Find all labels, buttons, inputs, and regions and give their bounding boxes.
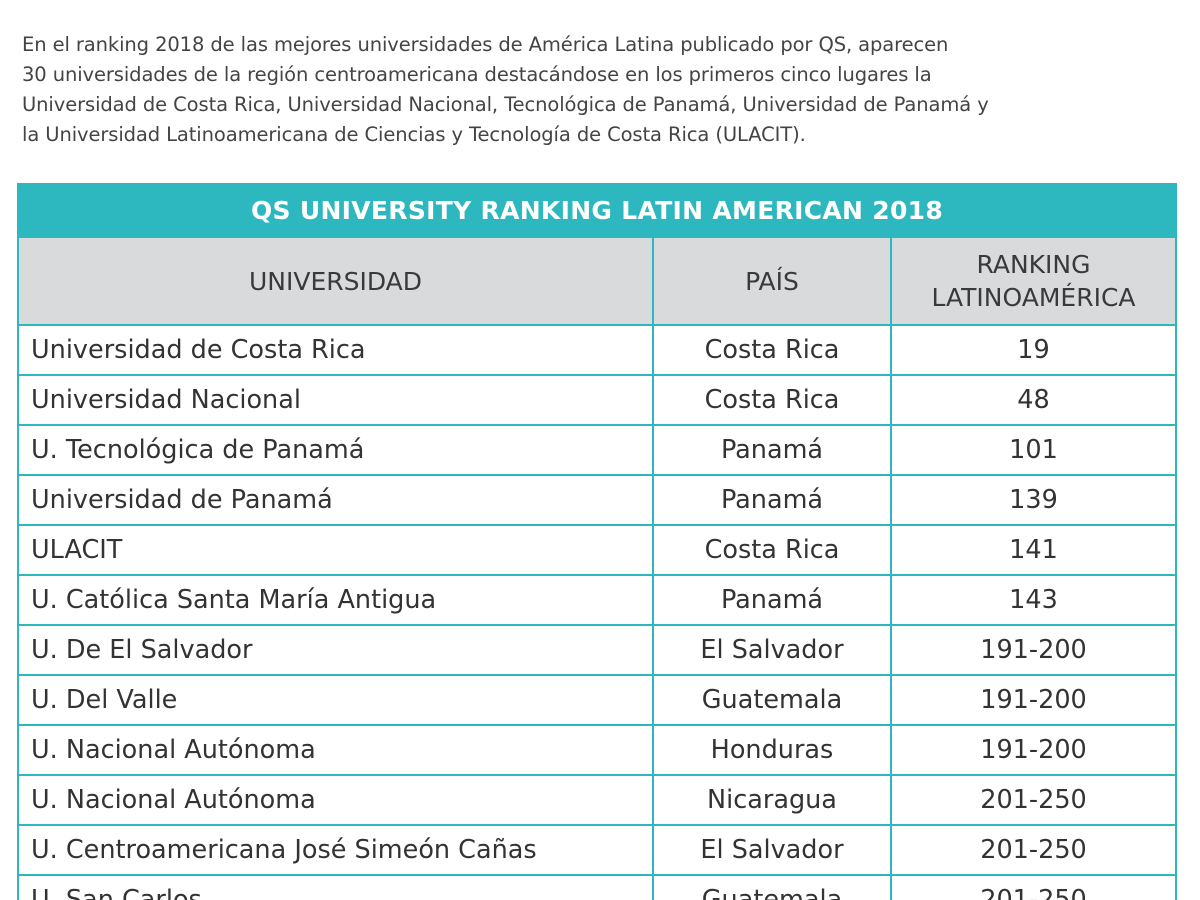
rank-cell: 143 [889, 574, 1178, 626]
table-row: U. Católica Santa María Antigua Panamá 1… [17, 574, 1178, 626]
intro-line: la Universidad Latinoamericana de Cienci… [22, 123, 806, 146]
country-cell: Panamá [652, 574, 892, 626]
rank-cell: 201-250 [889, 874, 1178, 900]
rank-cell: 101 [889, 424, 1178, 476]
table-title-row: QS UNIVERSITY RANKING LATIN AMERICAN 201… [16, 183, 1178, 238]
country-cell: Nicaragua [652, 774, 892, 826]
rank-cell: 19 [889, 324, 1178, 376]
rank-cell: 139 [889, 474, 1178, 526]
table-row: U. Del Valle Guatemala 191-200 [17, 674, 1178, 726]
country-cell: El Salvador [652, 824, 892, 876]
table-header-row: UNIVERSIDAD PAÍS RANKING LATINOAMÉRICA [17, 236, 1178, 326]
ranking-header-line-1: RANKING [976, 250, 1091, 279]
country-cell: Guatemala [652, 674, 892, 726]
university-cell: Universidad de Panamá [17, 474, 654, 526]
country-cell: Panamá [652, 474, 892, 526]
country-cell: Costa Rica [652, 324, 892, 376]
rank-cell: 201-250 [889, 824, 1178, 876]
table-row: Universidad Nacional Costa Rica 48 [17, 374, 1178, 426]
rank-cell: 191-200 [889, 674, 1178, 726]
table-row: Universidad de Costa Rica Costa Rica 19 [17, 324, 1178, 376]
university-cell: U. San Carlos [17, 874, 654, 900]
university-cell: U. Nacional Autónoma [17, 724, 654, 776]
rank-cell: 191-200 [889, 724, 1178, 776]
table-row: U. San Carlos Guatemala 201-250 [17, 874, 1178, 900]
table-row: U. Tecnológica de Panamá Panamá 101 [17, 424, 1178, 476]
intro-paragraph: En el ranking 2018 de las mejores univer… [22, 30, 1187, 150]
country-cell: El Salvador [652, 624, 892, 676]
university-cell: U. Nacional Autónoma [17, 774, 654, 826]
rank-cell: 141 [889, 524, 1178, 576]
university-cell: ULACIT [17, 524, 654, 576]
intro-line: En el ranking 2018 de las mejores univer… [22, 33, 949, 56]
university-cell: U. Del Valle [17, 674, 654, 726]
table-row: U. De El Salvador El Salvador 191-200 [17, 624, 1178, 676]
column-header-country: PAÍS [652, 236, 892, 326]
university-cell: U. Tecnológica de Panamá [17, 424, 654, 476]
rank-cell: 48 [889, 374, 1178, 426]
intro-line: Universidad de Costa Rica, Universidad N… [22, 93, 989, 116]
country-cell: Costa Rica [652, 374, 892, 426]
university-cell: Universidad Nacional [17, 374, 654, 426]
country-cell: Costa Rica [652, 524, 892, 576]
university-cell: Universidad de Costa Rica [17, 324, 654, 376]
rank-cell: 201-250 [889, 774, 1178, 826]
table-row: U. Nacional Autónoma Honduras 191-200 [17, 724, 1178, 776]
country-cell: Panamá [652, 424, 892, 476]
rank-cell: 191-200 [889, 624, 1178, 676]
country-cell: Honduras [652, 724, 892, 776]
table-row: ULACIT Costa Rica 141 [17, 524, 1178, 576]
column-header-university: UNIVERSIDAD [17, 236, 654, 326]
table-row: Universidad de Panamá Panamá 139 [17, 474, 1178, 526]
intro-line: 30 universidades de la región centroamer… [22, 63, 932, 86]
ranking-header-line-2: LATINOAMÉRICA [931, 283, 1136, 312]
table-row: U. Centroamericana José Simeón Cañas El … [17, 824, 1178, 876]
column-header-ranking: RANKING LATINOAMÉRICA [889, 236, 1178, 326]
university-cell: U. Centroamericana José Simeón Cañas [17, 824, 654, 876]
country-cell: Guatemala [652, 874, 892, 900]
university-cell: U. De El Salvador [17, 624, 654, 676]
table-row: U. Nacional Autónoma Nicaragua 201-250 [17, 774, 1178, 826]
ranking-table: QS UNIVERSITY RANKING LATIN AMERICAN 201… [16, 183, 1178, 900]
table-title: QS UNIVERSITY RANKING LATIN AMERICAN 201… [16, 183, 1178, 238]
university-cell: U. Católica Santa María Antigua [17, 574, 654, 626]
